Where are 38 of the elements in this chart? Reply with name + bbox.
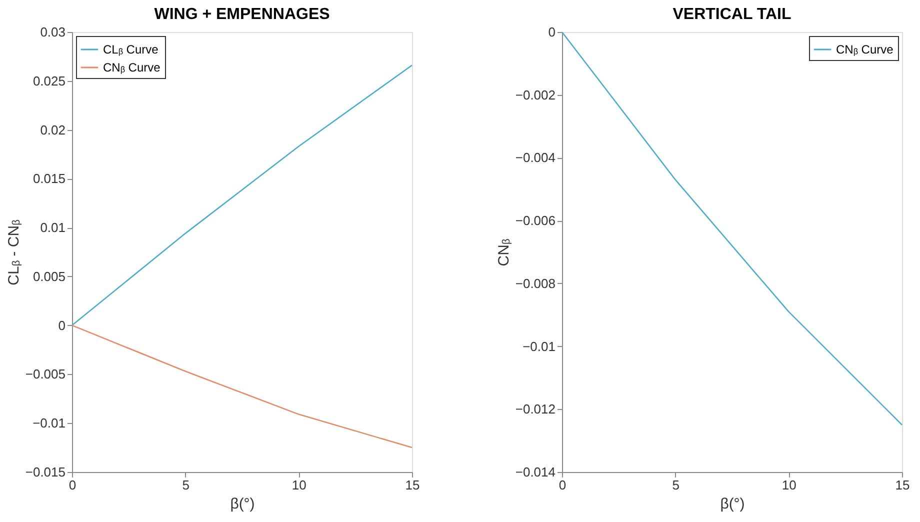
y-tick-label: −0.01 [32,416,66,431]
y-tick-label: −0.004 [515,150,556,166]
y-tick-label: 0.01 [40,220,66,236]
y-tick-label: −0.002 [515,87,556,102]
y-tick-label: 0.03 [40,24,66,40]
y-axis-title: CNᵦ [495,238,512,266]
x-tick-label: 10 [782,478,796,492]
line-series [561,31,903,426]
x-axis-title: β(°) [230,496,255,512]
x-tick-label: 15 [405,478,420,492]
y-tick-label: −0.008 [515,276,556,291]
x-axis-title: β(°) [720,496,745,512]
y-tick-label: 0 [58,318,66,333]
x-tick-label: 15 [895,478,910,492]
line-series [71,324,413,448]
x-tick-label: 5 [182,478,190,492]
legend-label: CNᵦ Curve [103,60,161,74]
legend-label: CLᵦ Curve [103,42,159,56]
x-tick-label: 0 [558,478,566,492]
chart-title: WING + EMPENNAGES [154,6,330,23]
legend-label: CNᵦ Curve [836,42,894,56]
x-tick-label: 5 [672,478,680,492]
y-axis-title: CLᵦ - CNᵦ [5,219,22,286]
y-tick-label: −0.005 [25,366,66,382]
y-tick-label: 0.02 [40,122,66,138]
y-tick-label: −0.006 [515,213,556,228]
y-tick-label: −0.015 [25,464,66,480]
y-tick-label: −0.01 [522,338,556,354]
y-tick-label: −0.012 [515,402,556,417]
chart-title: VERTICAL TAIL [672,6,792,23]
x-tick-label: 10 [292,478,306,492]
line-series [71,64,413,326]
y-tick-label: 0.025 [32,73,66,88]
y-tick-label: −0.014 [515,464,556,480]
y-tick-label: 0.005 [32,268,66,284]
x-tick-label: 0 [68,478,76,492]
y-tick-label: 0 [548,24,556,40]
y-tick-label: 0.015 [32,171,66,186]
